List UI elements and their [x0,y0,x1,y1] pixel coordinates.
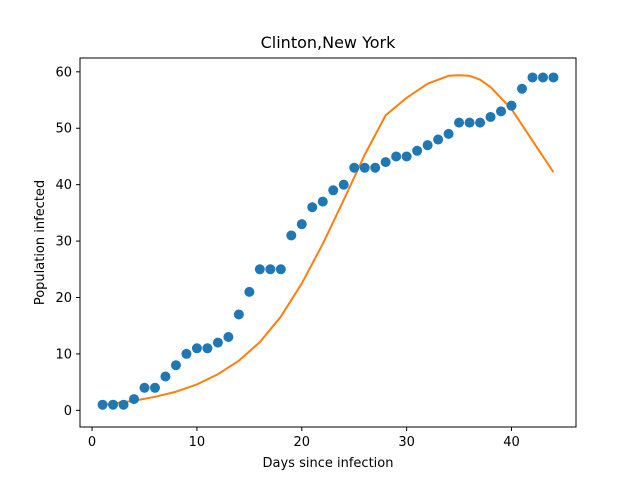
data-point [380,157,391,168]
x-tick-label: 20 [294,435,311,450]
data-point [548,72,559,83]
x-tick-label: 0 [88,435,96,450]
data-point [307,202,318,213]
data-point [265,264,276,275]
data-point [338,179,349,190]
data-point [181,348,192,359]
data-point [496,106,507,117]
data-point [118,399,129,410]
data-point [97,399,108,410]
x-tick-label: 10 [189,435,206,450]
data-point [202,343,213,354]
y-axis-label: Population infected [33,180,48,305]
data-point [359,162,370,173]
data-point [349,162,360,173]
data-point [443,128,454,139]
data-point [433,134,444,145]
x-axis: 0 10 20 30 40 [88,427,520,450]
y-tick-label: 30 [55,235,72,250]
data-point [328,185,339,196]
data-point [233,309,244,320]
fitted-curve-line [102,74,555,406]
data-point [454,117,465,128]
y-tick-label: 0 [64,404,72,419]
data-point [286,230,297,241]
axes-frame [79,57,577,428]
x-axis-label: Days since infection [263,456,394,471]
data-point [244,286,255,297]
data-point [527,72,538,83]
data-point [401,151,412,162]
data-point [464,117,475,128]
data-point [108,399,119,410]
data-point [139,382,150,393]
data-point [370,162,381,173]
data-point [485,111,496,122]
x-tick-label: 40 [503,435,520,450]
data-point [212,337,223,348]
data-point [223,332,234,343]
data-point [160,371,171,382]
data-point [275,264,286,275]
data-point [537,72,548,83]
data-point [475,117,486,128]
y-tick-label: 40 [55,178,72,193]
data-point [317,196,328,207]
y-tick-label: 60 [55,65,72,80]
data-point [191,343,202,354]
x-tick-label: 30 [398,435,415,450]
y-tick-label: 20 [55,291,72,306]
plot-area [97,72,559,410]
chart-title: Clinton,New York [261,33,396,52]
data-point [254,264,265,275]
data-point [129,394,139,405]
data-point [149,382,160,393]
data-point [412,145,423,156]
data-point [422,140,433,151]
data-point [296,219,307,230]
y-axis: 0 10 20 30 40 50 60 [55,65,80,419]
data-point [391,151,402,162]
data-point [170,360,181,371]
y-tick-label: 50 [55,122,72,137]
data-point [517,83,527,94]
data-point [506,100,517,111]
y-tick-label: 10 [55,347,72,362]
